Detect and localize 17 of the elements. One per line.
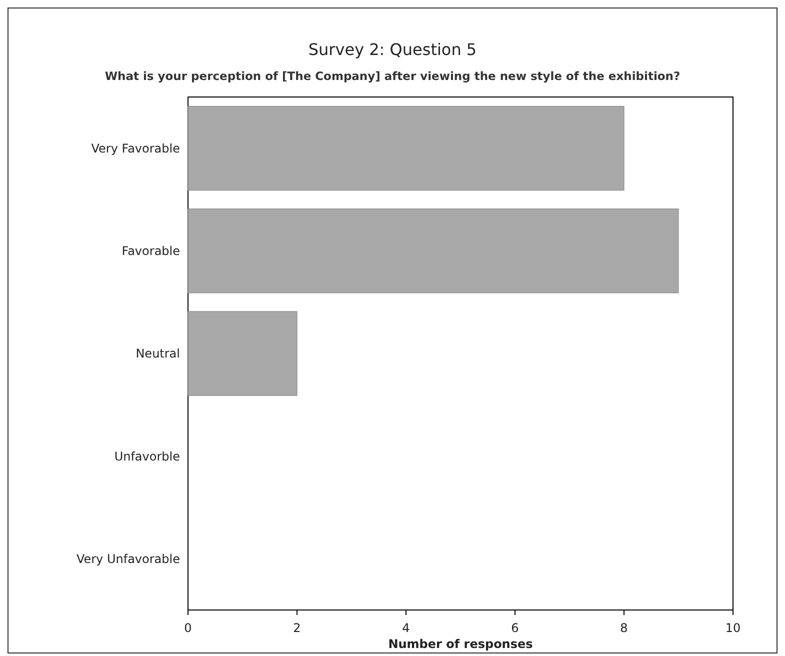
x-tick-label: 4	[402, 621, 410, 635]
y-tick-label: Favorable	[122, 244, 180, 258]
x-tick-label: 10	[725, 621, 741, 635]
bar	[188, 311, 298, 396]
chart-title: Survey 2: Question 5	[308, 40, 477, 59]
bar	[188, 106, 624, 191]
y-tick-label: Very Favorable	[91, 142, 180, 156]
x-tick-label: 0	[184, 621, 192, 635]
y-tick-label: Unfavorble	[114, 449, 180, 464]
bar	[188, 208, 679, 294]
chart-subtitle: What is your perception of [The Company] after viewing the new style of the exhibition?	[104, 69, 680, 83]
y-tick-label: Neutral	[136, 346, 180, 361]
y-tick-label: Very Unfavorable	[76, 552, 180, 566]
x-tick-label: 2	[293, 621, 301, 635]
x-tick-label: 8	[620, 621, 628, 635]
x-axis-title: Number of responses	[388, 637, 533, 651]
x-tick-label: 6	[511, 621, 519, 635]
